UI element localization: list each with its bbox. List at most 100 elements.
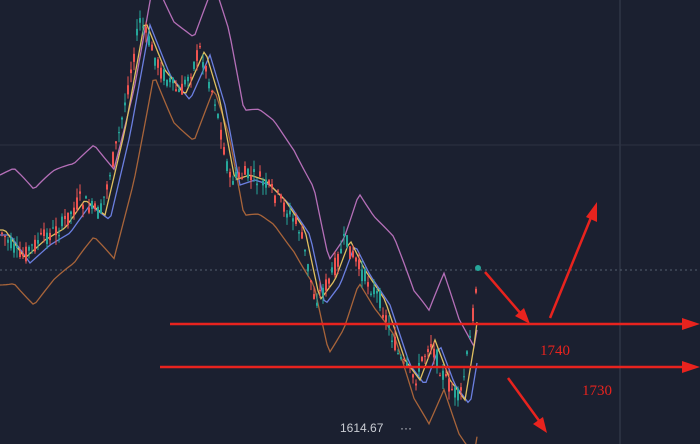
candle-body [241,177,243,179]
candle-body [70,211,72,215]
candle-body [397,352,399,354]
candle-body [457,388,459,401]
candle-body [58,235,60,237]
candle-body [220,129,222,140]
candle-body [430,344,432,348]
candle-body [361,269,363,282]
candle-body [112,152,114,167]
candle-body [22,253,24,257]
candle-body [322,287,324,296]
candle-body [373,287,375,295]
candle-body [394,336,396,351]
candle-body [424,355,426,357]
candle-body [178,88,180,93]
candle-body [439,375,441,377]
candle-body [226,161,228,171]
arrow-head [586,202,597,222]
candle-body [163,69,165,81]
candle-body [133,53,135,62]
candle-body [115,141,117,144]
candle-body [334,257,336,276]
candle-body [376,290,378,294]
candle-body [310,280,312,283]
candle-body [385,315,387,322]
candle-body [391,340,393,343]
candle-body [46,232,48,244]
arrow-head [533,417,547,433]
marker-box [334,417,418,437]
candle-body [52,227,54,229]
candle-body [403,359,405,361]
candle-body [130,69,132,74]
candle-body [136,28,138,36]
candle-body [433,348,435,358]
candle-body [319,289,321,292]
candle-body [256,183,258,186]
candle-body [1,232,3,234]
candle-body [157,59,159,68]
candle-body [364,268,366,282]
candle-body [4,235,6,238]
candle-body [316,302,318,306]
candle-body [214,104,216,106]
candle-body [466,351,468,355]
price-marker: 1614.67 [340,421,384,435]
candle-body [406,362,408,367]
candle-body [421,356,423,362]
candle-body [382,314,384,318]
candle-body [49,232,51,241]
candle-body [325,279,327,291]
candle-body [340,248,342,254]
candle-body [349,246,351,259]
arrow-head [682,318,700,330]
candle-body [31,244,33,246]
candle-body [88,207,90,213]
candle-body [250,175,252,181]
candle-body [268,180,270,185]
candle-body [472,308,474,322]
annotations [160,202,700,433]
candle-body [184,79,186,85]
candle-body [181,83,183,95]
candle-body [202,62,204,68]
candle-body [235,171,237,178]
candle-body [355,257,357,262]
candle-body [286,213,288,218]
candle-body [124,102,126,106]
candle-body [145,26,147,33]
candle-body [16,245,18,248]
candle-body [97,206,99,219]
candle-body [328,278,330,284]
candle-body [265,179,267,188]
candle-body [448,378,450,392]
candle-body [187,76,189,82]
candle-body [172,77,174,84]
candle-body [142,26,144,28]
candle-body [367,282,369,287]
candle-body [223,147,225,155]
candle-body [289,210,291,215]
candle-body [211,91,213,93]
candle-body [139,18,141,23]
candle-body [280,194,282,199]
candle-body [7,239,9,243]
candle-body [469,335,471,339]
candle-body [166,79,168,86]
candle-body [445,374,447,377]
candle-body [151,44,153,51]
candle-body [28,246,30,251]
candle-body [76,197,78,210]
candle-body [118,132,120,134]
candle-body [109,175,111,177]
candle-body [454,387,456,398]
candle-body [40,232,42,235]
candle-body [298,231,300,234]
candle-body [103,196,105,198]
candle-body [100,203,102,213]
lower-band [0,79,478,444]
candle-body [331,267,333,273]
candle-body [55,226,57,236]
candle-body [337,253,339,267]
candle-body [37,240,39,244]
candle-body [43,229,45,237]
